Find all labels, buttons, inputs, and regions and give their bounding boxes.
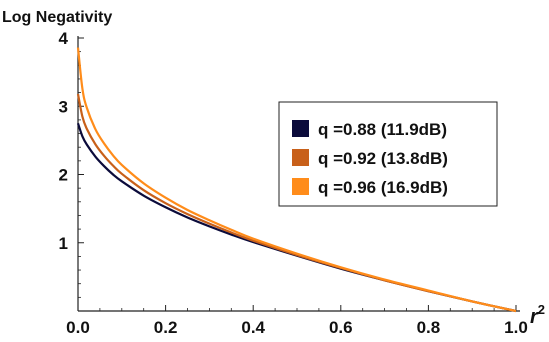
x-tick-label: 0.0 — [66, 318, 90, 337]
legend-label-2: q =0.92 (13.8dB) — [318, 149, 448, 168]
x-tick-label: 0.4 — [241, 318, 265, 337]
y-tick-label: 1 — [59, 234, 68, 253]
legend-swatch-3 — [292, 178, 309, 195]
x-tick-label: 0.6 — [329, 318, 353, 337]
legend-box — [278, 101, 498, 207]
y-tick-label: 3 — [59, 97, 68, 116]
legend-swatch-2 — [292, 149, 309, 166]
y-tick-label: 4 — [59, 29, 69, 48]
x-axis-title-base: r — [530, 306, 539, 328]
y-axis-title: Log Negativity — [2, 9, 112, 26]
x-tick-label: 0.2 — [154, 318, 178, 337]
axes: 0.0 0.2 0.4 0.6 0.8 1.0 1 2 3 4 — [59, 29, 528, 337]
x-axis-title: r2 — [530, 302, 545, 328]
x-tick-label: 1.0 — [504, 318, 528, 337]
legend: q =0.88 (11.9dB) q =0.92 (13.8dB) q =0.96 … — [278, 101, 498, 207]
x-axis-title-exponent: 2 — [538, 302, 545, 317]
legend-swatch-1 — [292, 120, 309, 137]
series-line-3 — [76, 47, 517, 313]
legend-label-3: q =0.96 (16.9dB) — [318, 178, 448, 197]
series-layer — [76, 47, 517, 313]
y-tick-label: 2 — [59, 166, 68, 185]
legend-label-1: q =0.88 (11.9dB) — [318, 120, 447, 139]
x-tick-label: 0.8 — [417, 318, 441, 337]
